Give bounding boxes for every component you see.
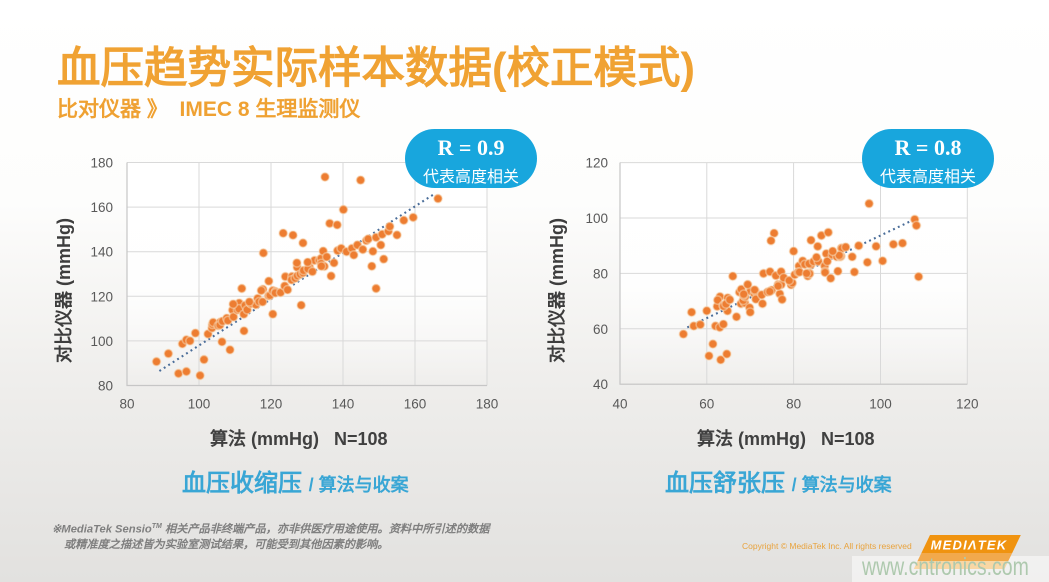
svg-text:140: 140 [332,397,355,412]
svg-text:40: 40 [612,397,627,412]
svg-text:160: 160 [404,397,427,412]
svg-text:100: 100 [869,397,892,412]
svg-text:100: 100 [90,334,113,349]
svg-text:40: 40 [593,377,608,392]
svg-text:180: 180 [90,156,113,171]
svg-text:60: 60 [699,397,714,412]
svg-text:100: 100 [585,211,608,226]
svg-text:80: 80 [119,397,134,412]
svg-text:80: 80 [98,379,113,394]
svg-text:120: 120 [90,289,113,304]
svg-text:120: 120 [956,397,979,412]
svg-text:160: 160 [90,200,113,215]
svg-text:100: 100 [188,397,211,412]
svg-text:80: 80 [593,266,608,281]
svg-text:180: 180 [476,397,499,412]
svg-text:120: 120 [260,397,283,412]
svg-text:80: 80 [786,397,801,412]
svg-text:60: 60 [593,322,608,337]
svg-text:140: 140 [90,245,113,260]
svg-text:120: 120 [585,156,608,171]
